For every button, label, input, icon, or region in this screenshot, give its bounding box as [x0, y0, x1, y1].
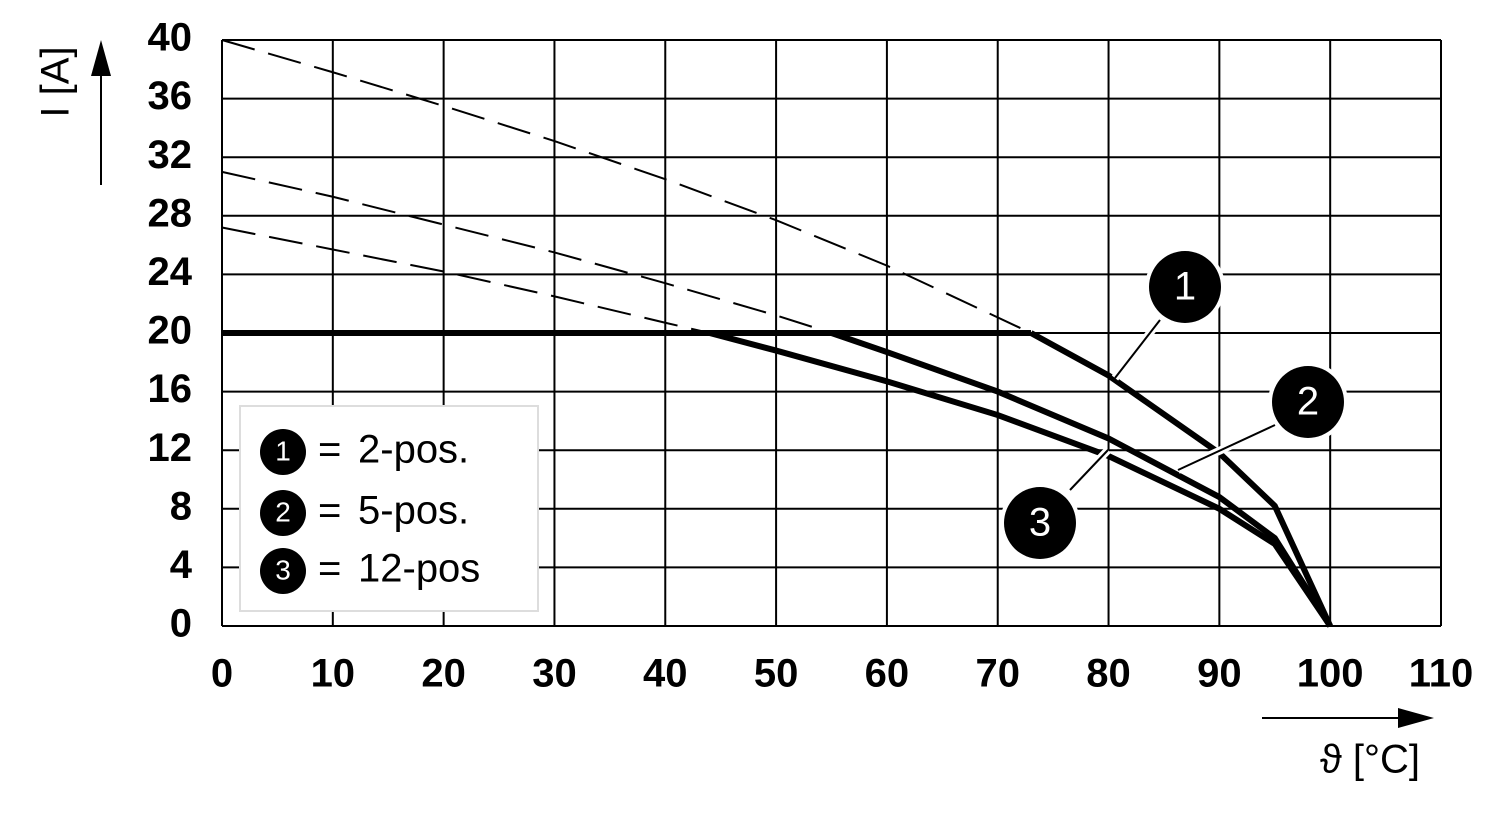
x-tick-label: 60 [865, 652, 910, 696]
y-tick-label: 24 [148, 250, 193, 294]
legend-badge-number: 1 [275, 435, 291, 466]
legend-badge [260, 548, 306, 594]
callout-badge [1149, 251, 1221, 323]
derating-line-dashed [221, 226, 710, 334]
callout-number: 1 [1174, 265, 1196, 309]
derating-line-dashed [221, 39, 1032, 334]
x-tick-label: 100 [1297, 652, 1364, 696]
callout-leader [1114, 319, 1161, 379]
legend-separator: = [318, 489, 341, 533]
callout-badge [1004, 487, 1076, 559]
legend-separator: = [318, 547, 341, 591]
x-tick-label: 40 [643, 652, 688, 696]
legend-badge-number: 2 [275, 496, 291, 527]
y-tick-label: 0 [170, 602, 192, 646]
callout-badge [1272, 366, 1344, 438]
y-tick-label: 28 [148, 191, 193, 235]
derating-line [830, 330, 1333, 628]
legend-separator: = [318, 428, 341, 472]
x-axis-label: ϑ [°C] [1320, 738, 1420, 782]
y-tick-label: 32 [148, 133, 193, 177]
legend-badge [260, 429, 306, 475]
legend-label: 2-pos. [358, 428, 469, 472]
x-tick-label: 90 [1197, 652, 1242, 696]
x-tick-label: 110 [1409, 652, 1474, 696]
y-tick-label: 16 [148, 367, 193, 411]
legend-label: 5-pos. [358, 489, 469, 533]
y-axis-label: I [A] [34, 46, 78, 117]
y-tick-label: 36 [148, 74, 193, 118]
derating-line [708, 330, 1333, 628]
y-axis-arrowhead [91, 40, 111, 76]
y-tick-label: 40 [148, 16, 193, 60]
legend-label: 12-pos [358, 547, 480, 591]
y-tick-label: 20 [148, 309, 193, 353]
y-tick-label: 4 [170, 543, 193, 587]
x-tick-label: 30 [532, 652, 577, 696]
callout-number: 3 [1029, 501, 1051, 545]
callout-leader [1069, 449, 1109, 491]
callout-leader [1177, 424, 1276, 471]
legend-badge-number: 3 [275, 554, 291, 585]
y-tick-label: 12 [148, 426, 193, 470]
derating-line-dashed [221, 170, 832, 334]
y-tick-label: 8 [170, 484, 192, 528]
x-tick-label: 70 [975, 652, 1020, 696]
callout-number: 2 [1297, 380, 1319, 424]
x-tick-label: 20 [421, 652, 466, 696]
x-tick-label: 0 [211, 652, 233, 696]
x-tick-label: 10 [311, 652, 356, 696]
x-tick-label: 80 [1086, 652, 1131, 696]
x-tick-label: 50 [754, 652, 799, 696]
legend-badge [260, 490, 306, 536]
x-axis-arrowhead [1398, 708, 1434, 728]
